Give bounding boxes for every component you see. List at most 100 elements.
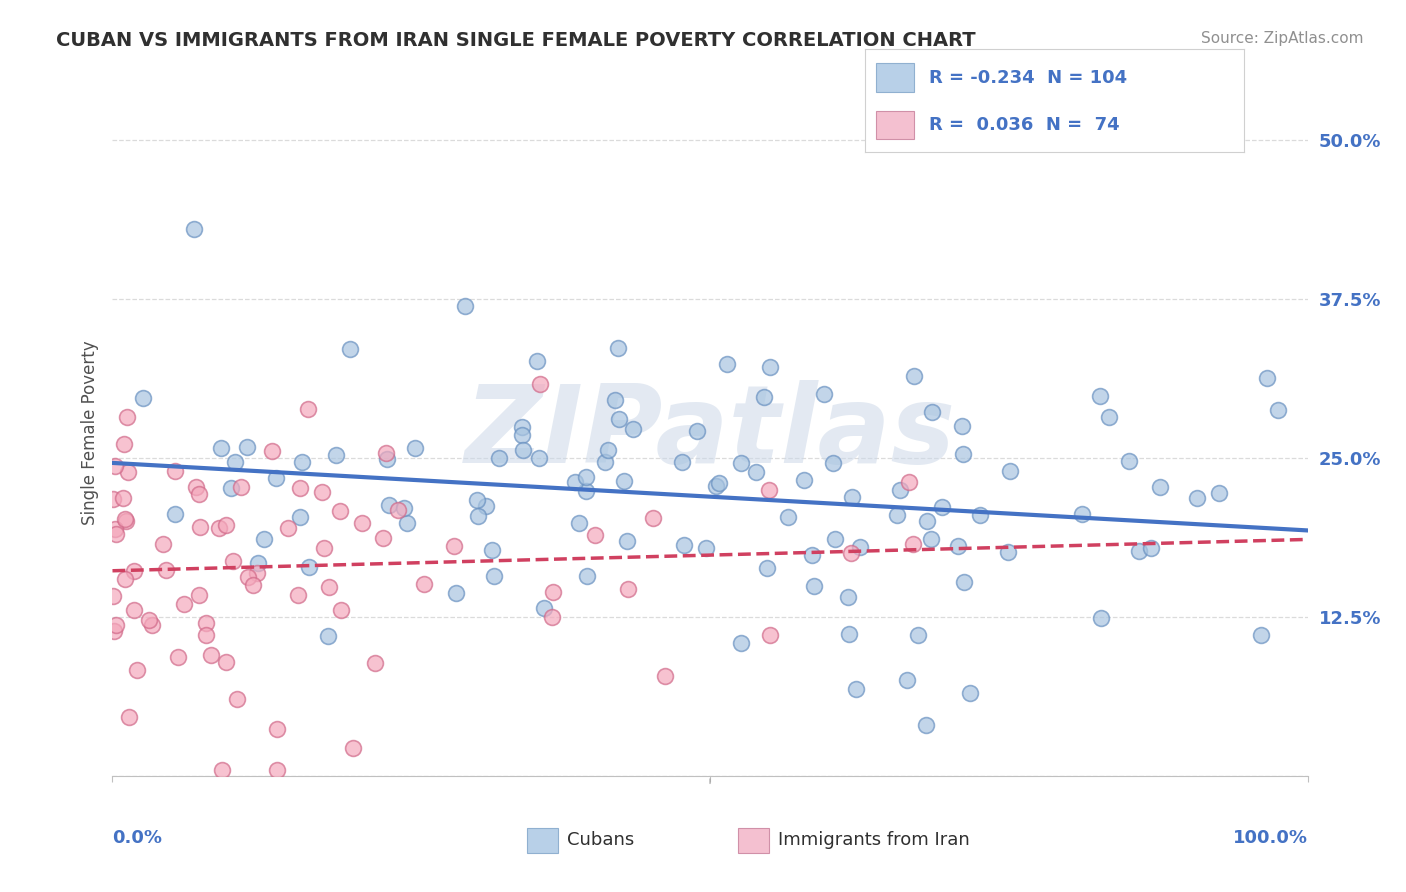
Point: [330, 603, 353, 617]
Point: [709, 476, 731, 491]
Point: [194, 628, 217, 642]
Point: [776, 509, 799, 524]
Point: [124, 602, 146, 616]
Point: [575, 484, 598, 499]
Point: [412, 576, 434, 591]
Point: [948, 539, 970, 553]
Point: [1088, 389, 1111, 403]
Point: [595, 455, 617, 469]
Point: [187, 487, 209, 501]
Bar: [527, 828, 558, 853]
Point: [208, 521, 231, 535]
Point: [163, 507, 186, 521]
Point: [329, 504, 352, 518]
Text: R =  0.036  N =  74: R = 0.036 N = 74: [929, 116, 1119, 134]
Point: [247, 557, 270, 571]
Point: [1139, 541, 1161, 555]
Point: [1128, 544, 1150, 558]
Point: [112, 437, 135, 451]
Point: [465, 493, 488, 508]
Point: [215, 655, 238, 669]
Point: [1208, 486, 1230, 500]
Point: [901, 537, 924, 551]
Point: [339, 343, 361, 357]
Point: [138, 613, 160, 627]
Point: [654, 669, 676, 683]
Text: 100.0%: 100.0%: [1233, 829, 1308, 847]
Point: [583, 528, 606, 542]
Point: [404, 441, 426, 455]
Point: [920, 532, 942, 546]
Point: [132, 391, 155, 405]
Point: [1090, 610, 1112, 624]
Point: [395, 516, 418, 531]
Point: [752, 390, 775, 404]
Point: [219, 481, 242, 495]
Bar: [738, 828, 769, 853]
Point: [246, 566, 269, 580]
Point: [969, 508, 991, 522]
Point: [114, 512, 136, 526]
Point: [841, 490, 863, 504]
Point: [266, 722, 288, 736]
Bar: [876, 63, 914, 92]
Point: [288, 510, 311, 524]
Point: [673, 538, 696, 552]
Point: [512, 442, 534, 457]
Point: [105, 618, 128, 632]
Point: [1071, 507, 1094, 521]
Point: [166, 650, 188, 665]
Text: CUBAN VS IMMIGRANTS FROM IRAN SINGLE FEMALE POVERTY CORRELATION CHART: CUBAN VS IMMIGRANTS FROM IRAN SINGLE FEM…: [56, 31, 976, 50]
Point: [114, 514, 136, 528]
Point: [387, 503, 409, 517]
Y-axis label: Single Female Poverty: Single Female Poverty: [80, 341, 98, 524]
Point: [950, 419, 973, 434]
Point: [607, 342, 630, 356]
Point: [603, 392, 626, 407]
Point: [481, 542, 503, 557]
Point: [915, 718, 938, 732]
Point: [607, 412, 630, 426]
Text: R = -0.234  N = 104: R = -0.234 N = 104: [929, 69, 1128, 87]
Point: [997, 545, 1019, 559]
Point: [510, 428, 533, 442]
Point: [886, 508, 908, 522]
Point: [730, 636, 752, 650]
Point: [242, 578, 264, 592]
Point: [759, 359, 782, 374]
Point: [183, 222, 205, 236]
Point: [194, 616, 217, 631]
Point: [803, 579, 825, 593]
Point: [527, 451, 550, 466]
Point: [488, 451, 510, 466]
Point: [716, 357, 738, 371]
Point: [200, 648, 222, 662]
Point: [209, 441, 232, 455]
Point: [959, 686, 981, 700]
Point: [103, 624, 125, 638]
Point: [238, 569, 260, 583]
Point: [260, 443, 283, 458]
Point: [759, 628, 782, 642]
Point: [596, 443, 619, 458]
Point: [575, 470, 598, 484]
Point: [671, 455, 693, 469]
Point: [127, 663, 149, 677]
Point: [1185, 491, 1208, 505]
Text: Cubans: Cubans: [567, 831, 634, 849]
Point: [173, 597, 195, 611]
Point: [529, 377, 551, 392]
Point: [311, 484, 333, 499]
Point: [837, 590, 859, 604]
Point: [730, 456, 752, 470]
Point: [952, 447, 974, 461]
Point: [953, 575, 976, 590]
Point: [155, 563, 177, 577]
Point: [801, 548, 824, 562]
Point: [318, 581, 340, 595]
Point: [839, 546, 862, 560]
Point: [226, 691, 249, 706]
Point: [291, 454, 314, 468]
Point: [316, 629, 339, 643]
Point: [641, 510, 664, 524]
